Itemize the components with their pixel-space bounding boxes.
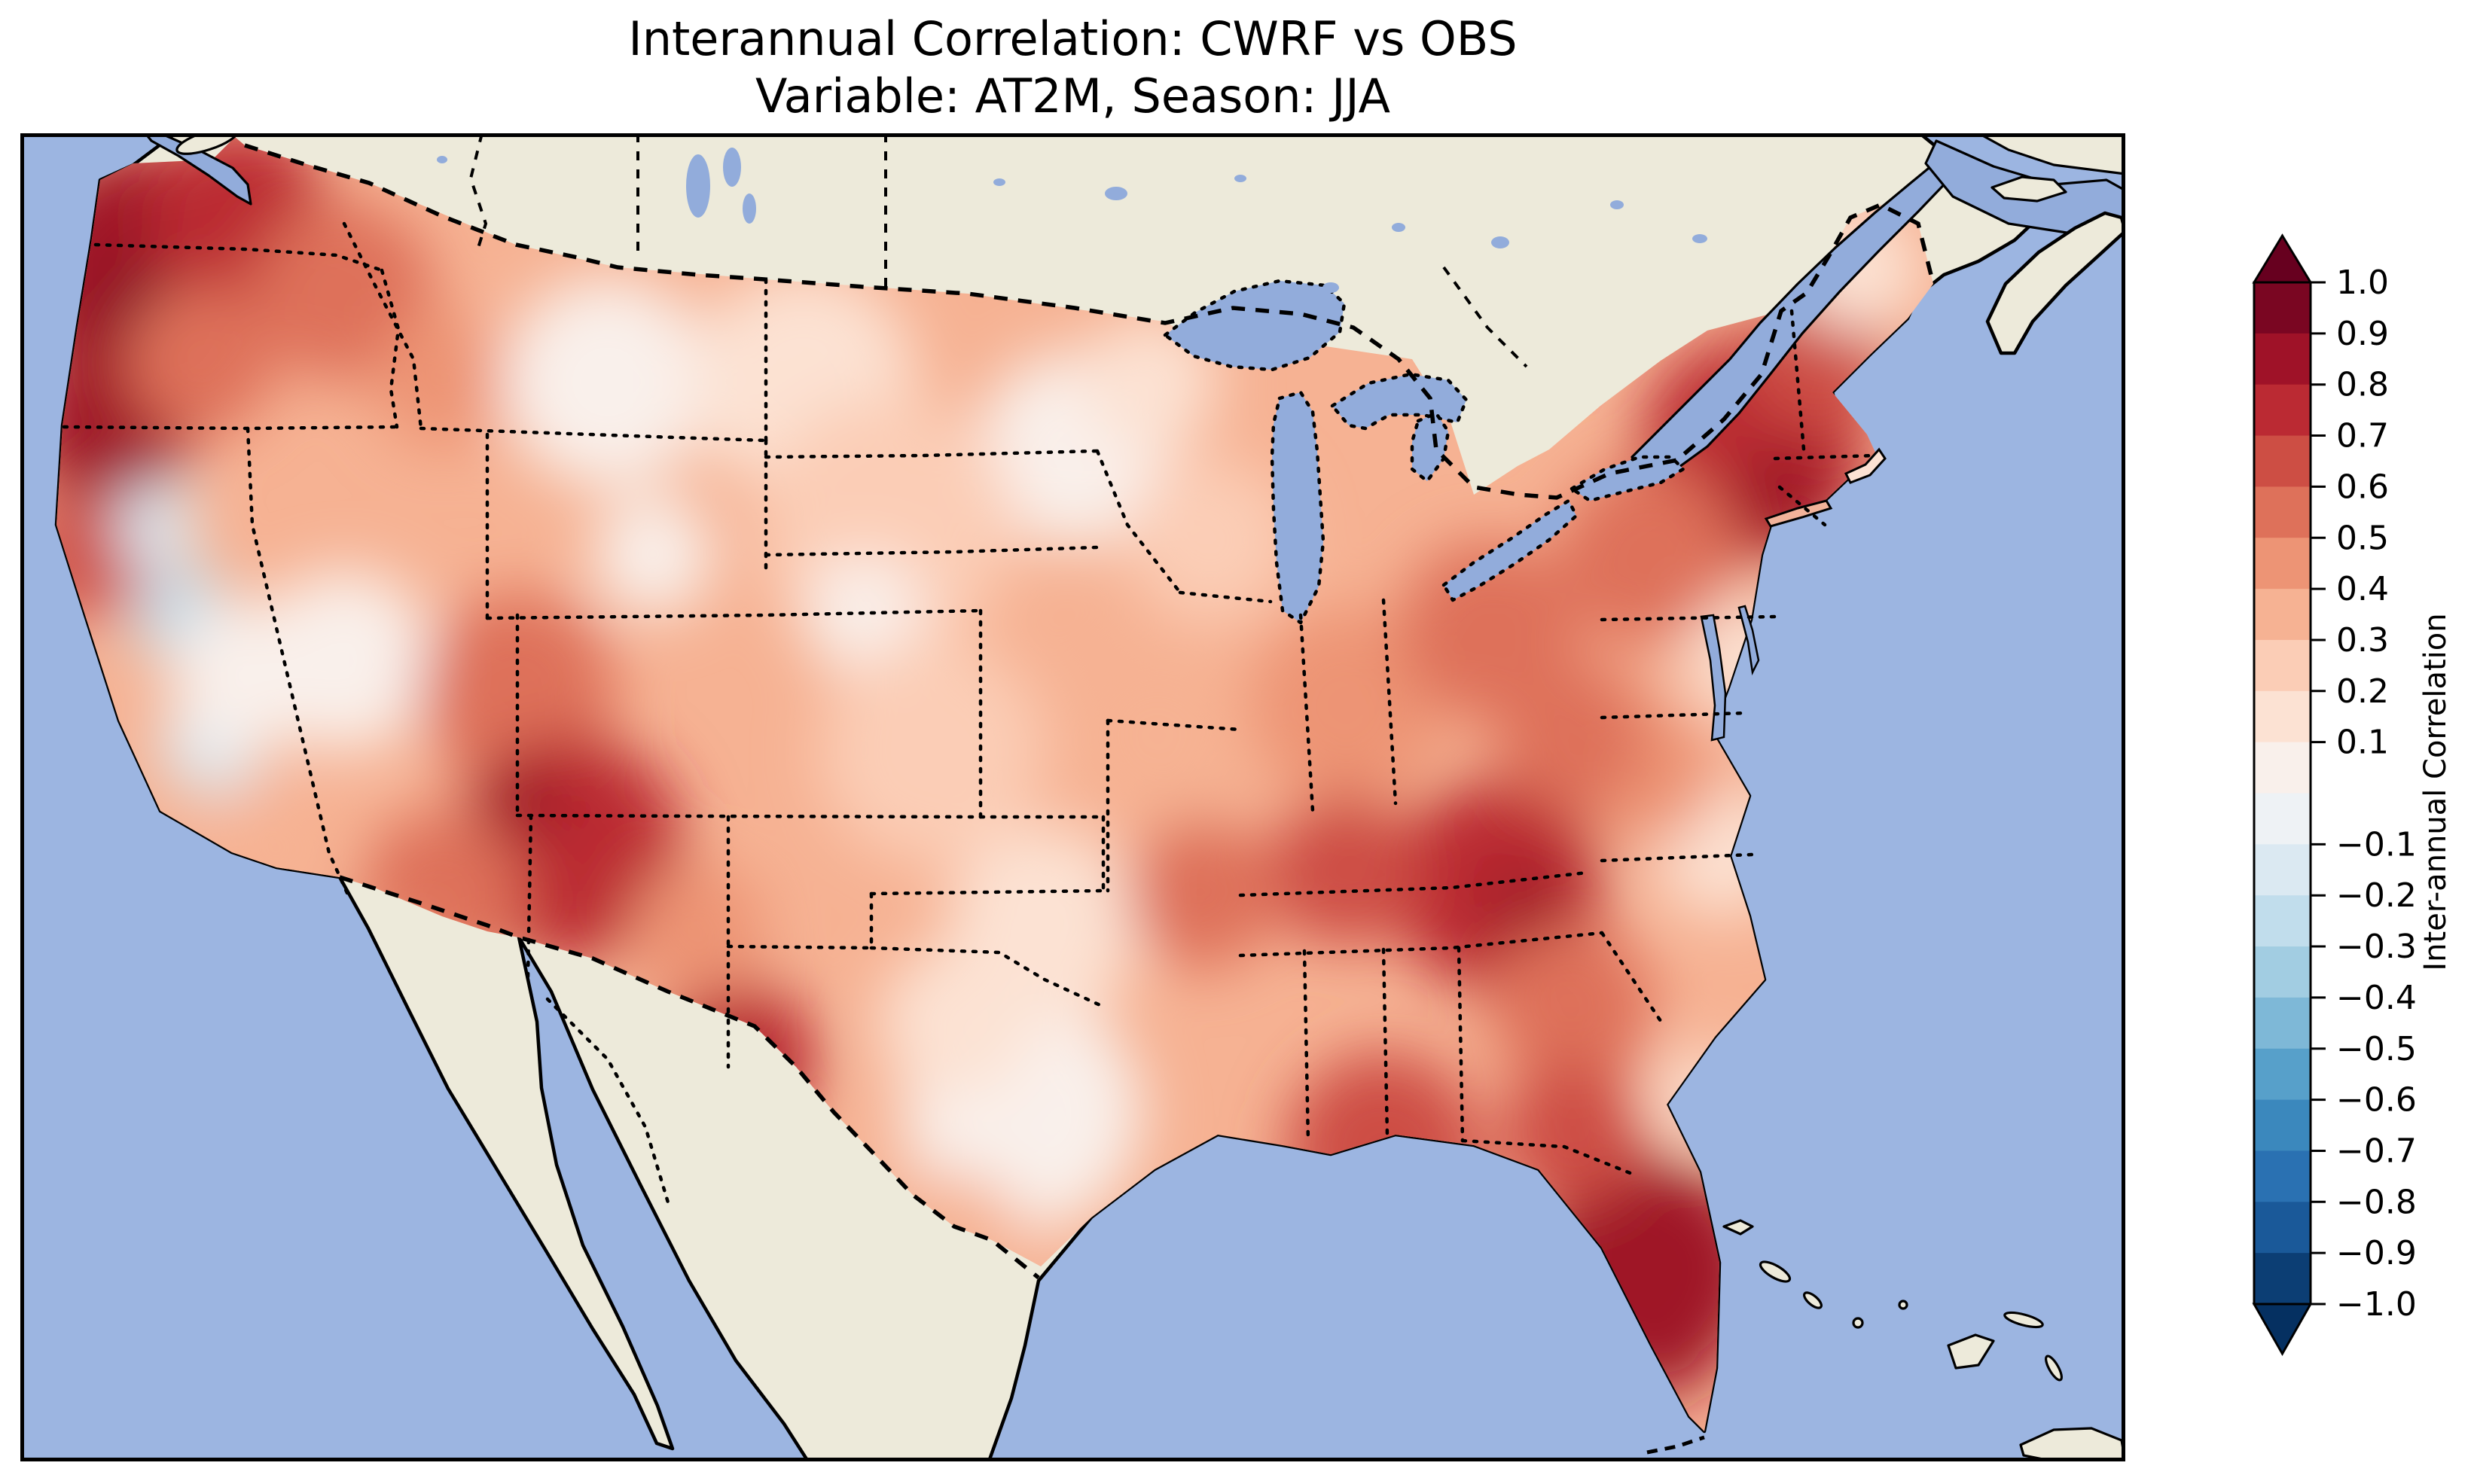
field-region xyxy=(630,864,766,999)
prince-edward-island xyxy=(1990,175,2067,203)
colorbar-tick-label: 0.6 xyxy=(2336,468,2389,506)
colorbar-tick-label: −0.8 xyxy=(2336,1183,2417,1221)
colorbar-tick-label: 0.1 xyxy=(2336,724,2389,762)
colorbar-ticks: 1.0 0.9 0.8 0.7 0.6 0.5 0.4 0.3 0.2 0.1 −0.1 −0.2 −0… xyxy=(2311,264,2417,1324)
field-region xyxy=(1557,465,1737,645)
us-canada-border xyxy=(244,143,1936,500)
canadian-lakes xyxy=(437,148,1707,293)
colorbar-tick-label: −1.0 xyxy=(2336,1285,2417,1324)
field-region xyxy=(819,638,1045,864)
colorbar-tick-label: 0.5 xyxy=(2336,519,2389,557)
lake-erie xyxy=(1441,498,1579,602)
great-lakes xyxy=(1163,279,1685,625)
long-island xyxy=(1764,499,1833,528)
chesapeake-bay xyxy=(1700,614,1727,742)
state-borders xyxy=(62,221,1877,1205)
colorbar: 1.0 0.9 0.8 0.7 0.6 0.5 0.4 0.3 0.2 0.1 −0.1 −0.2 −0… xyxy=(2252,233,2453,1357)
colorbar-tick-label: −0.9 xyxy=(2336,1234,2417,1272)
colorbar-tick-label: 0.2 xyxy=(2336,672,2389,711)
caribbean-islands xyxy=(1646,1219,2125,1461)
field-region xyxy=(502,276,713,487)
field-region xyxy=(1127,818,1278,969)
map-panel xyxy=(20,133,2125,1461)
colorbar-frame xyxy=(2252,233,2313,1357)
florida-keys xyxy=(1646,1435,1705,1455)
lake-ontario xyxy=(1570,455,1685,503)
colorbar-tick-label: 1.0 xyxy=(2336,264,2389,302)
colorbar-tick-label: −0.1 xyxy=(2336,825,2417,864)
us-mexico-border xyxy=(339,875,1040,1280)
colorbar-tick-label: −0.7 xyxy=(2336,1132,2417,1170)
correlation-map xyxy=(20,133,2125,1461)
lake-superior xyxy=(1163,279,1347,372)
colorbar-tick-label: −0.5 xyxy=(2336,1030,2417,1068)
plot-title-line2: Variable: AT2M, Season: JJA xyxy=(755,68,1390,123)
field-region xyxy=(126,284,276,434)
colorbar-tick-label: 0.3 xyxy=(2336,621,2389,660)
plot-title-line1: Interannual Correlation: CWRF vs OBS xyxy=(628,11,1518,66)
colorbar-panel: 1.0 0.9 0.8 0.7 0.6 0.5 0.4 0.3 0.2 0.1 −0.1 −0.2 −0… xyxy=(2225,211,2474,1415)
field-region xyxy=(1248,608,1444,803)
field-region xyxy=(1496,660,1647,811)
colorbar-tick-label: 0.4 xyxy=(2336,570,2389,608)
canadian-provincial-borders xyxy=(468,133,1528,368)
colorbar-tick-label: 0.8 xyxy=(2336,366,2389,404)
field-region xyxy=(254,201,435,382)
colorbar-tick-label: −0.3 xyxy=(2336,928,2417,966)
plot-title: Interannual Correlation: CWRF vs OBS Var… xyxy=(20,11,2125,124)
colorbar-tick-label: 0.9 xyxy=(2336,315,2389,353)
cape-cod xyxy=(1844,447,1887,484)
colorbar-bins xyxy=(2254,282,2311,1305)
delaware-bay xyxy=(1737,605,1760,676)
georgian-bay xyxy=(1410,411,1451,483)
colorbar-tick-label: −0.2 xyxy=(2336,876,2417,915)
lake-michigan xyxy=(1270,390,1325,625)
colorbar-tick-label: −0.6 xyxy=(2336,1081,2417,1120)
field-region xyxy=(472,758,563,849)
field-region xyxy=(947,826,1142,1022)
field-region xyxy=(1271,796,1421,946)
field-region xyxy=(1489,924,1655,1089)
newfoundland-corner xyxy=(1977,133,2125,175)
field-region xyxy=(114,483,197,566)
field-region xyxy=(171,600,322,751)
colorbar-tick-label: 0.7 xyxy=(2336,417,2389,456)
field-region xyxy=(1127,457,1293,623)
colorbar-tick-label: −0.4 xyxy=(2336,979,2417,1017)
field-region xyxy=(1067,645,1248,826)
field-region xyxy=(593,495,713,615)
puget-sound xyxy=(144,133,252,206)
axes-frame xyxy=(20,133,2125,1461)
colorbar-label: Inter-annual Correlation xyxy=(2418,613,2453,971)
